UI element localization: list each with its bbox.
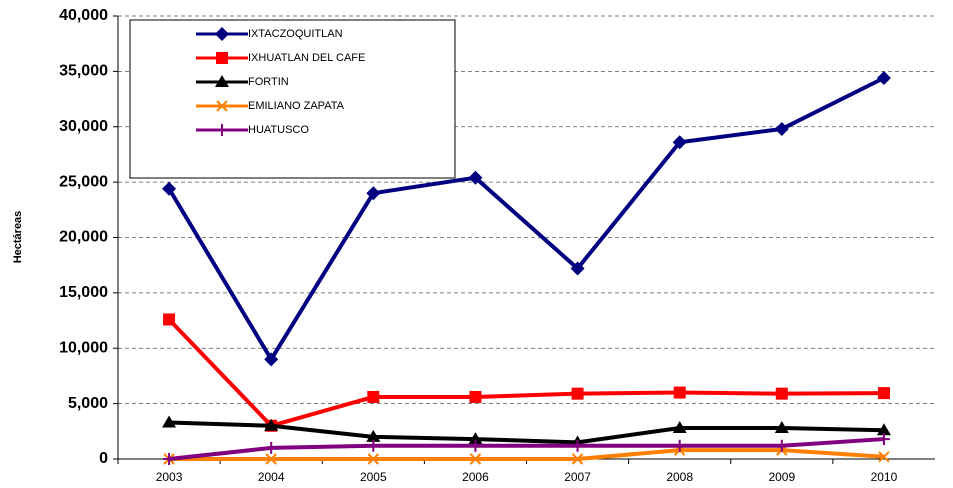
data-point [774, 420, 789, 433]
legend-label: IXTACZOQUITLAN [248, 28, 343, 40]
data-point [571, 387, 584, 400]
data-point [571, 439, 584, 452]
x-tick-label: 2007 [564, 470, 591, 484]
y-tick-label: 30,000 [59, 118, 108, 135]
data-point [878, 451, 890, 463]
x-tick-label: 2008 [666, 470, 693, 484]
x-tick-label: 2010 [871, 470, 898, 484]
y-tick-label: 20,000 [59, 229, 108, 246]
data-point [469, 439, 482, 452]
y-tick-label: 5,000 [68, 395, 108, 412]
data-point [367, 390, 380, 403]
data-point [468, 170, 483, 185]
data-point [469, 390, 482, 403]
data-point [265, 441, 278, 454]
data-point [162, 181, 177, 196]
legend-marker [215, 27, 229, 41]
series-line [167, 318, 884, 428]
data-point [673, 439, 686, 452]
legend-marker [216, 100, 228, 112]
legend-label: EMILIANO ZAPATA [248, 100, 345, 112]
x-tick-label: 2003 [156, 470, 183, 484]
data-point [367, 439, 380, 452]
data-point [469, 453, 482, 465]
data-point [774, 121, 789, 136]
legend-marker [216, 124, 228, 136]
y-axis-label: Hectáreas [12, 211, 24, 264]
data-point [571, 453, 584, 465]
series-line [168, 437, 885, 461]
y-tick-label: 35,000 [59, 63, 108, 80]
data-point [162, 415, 177, 428]
data-point [672, 135, 687, 150]
y-tick-label: 10,000 [59, 339, 108, 356]
data-point [877, 387, 890, 400]
y-tick-label: 15,000 [59, 284, 108, 301]
legend-marker [215, 75, 229, 87]
legend-box [129, 19, 456, 179]
data-point [876, 423, 891, 436]
series-line [169, 448, 885, 461]
data-point [468, 432, 483, 445]
data-point [265, 453, 277, 465]
data-point [366, 186, 381, 201]
legend-marker [216, 52, 228, 64]
series-line [168, 420, 884, 445]
data-point [570, 261, 585, 276]
series-line [167, 76, 885, 362]
data-point [264, 418, 279, 431]
y-tick-label: 25,000 [59, 173, 108, 190]
legend-label: IXHUATLAN DEL CAFE [248, 52, 365, 64]
legend-label: HUATUSCO [248, 124, 309, 136]
x-tick-label: 2009 [768, 470, 795, 484]
data-point [673, 386, 686, 399]
data-point [877, 433, 890, 446]
data-point [775, 387, 788, 400]
y-tick-label: 40,000 [59, 7, 108, 24]
legend-label: FORTIN [248, 76, 289, 88]
data-point [163, 313, 176, 326]
data-point [366, 429, 381, 442]
x-tick-label: 2004 [258, 470, 285, 484]
x-tick-label: 2005 [360, 470, 387, 484]
y-tick-label: 0 [99, 450, 108, 467]
data-point [672, 420, 687, 433]
data-point [163, 453, 176, 465]
data-point [264, 352, 279, 367]
data-point [876, 71, 891, 86]
data-point [775, 439, 788, 452]
data-point [367, 453, 380, 465]
x-tick-label: 2006 [462, 470, 489, 484]
